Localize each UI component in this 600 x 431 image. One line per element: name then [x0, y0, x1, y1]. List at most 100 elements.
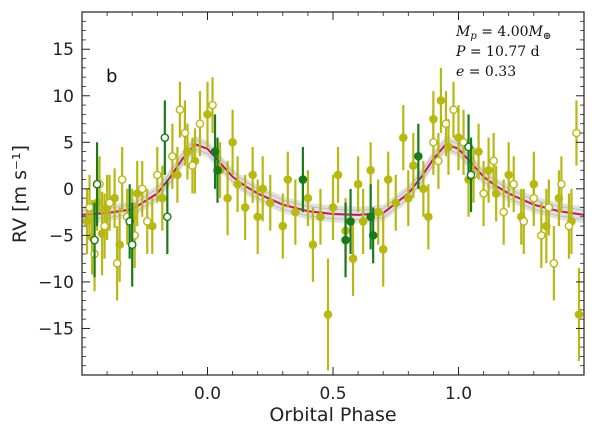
rv-datapoint — [414, 123, 423, 189]
rv-datapoint — [474, 123, 483, 180]
rv-datapoint — [188, 137, 197, 194]
y-tick-label: −15 — [38, 319, 74, 339]
point-marker — [173, 170, 182, 180]
rv-datapoint — [564, 193, 574, 259]
rv-datapoint — [142, 188, 152, 254]
point-marker — [383, 175, 393, 184]
point-marker — [160, 133, 170, 142]
point-marker — [358, 217, 368, 226]
annotation-block: Mp = 4.00M⊕ P = 10.77 d e = 0.33 — [455, 24, 551, 80]
point-marker — [223, 193, 232, 203]
point-marker — [132, 189, 142, 198]
rv-datapoint — [489, 133, 498, 189]
point-marker — [168, 151, 177, 161]
axis-ticks: 0.0 0.5 1.0 −15 −10 −5 0 5 10 15 — [38, 11, 585, 404]
rv-datapoint — [117, 146, 127, 213]
point-marker — [158, 193, 167, 203]
point-marker — [509, 179, 519, 189]
point-marker — [348, 254, 358, 263]
rv-datapoint — [100, 193, 109, 259]
point-marker — [564, 221, 574, 231]
rv-datapoint — [195, 91, 205, 157]
point-marker — [283, 175, 293, 184]
point-marker — [258, 184, 268, 194]
point-marker — [323, 310, 333, 319]
point-marker — [504, 170, 514, 180]
rv-datapoint — [160, 100, 170, 175]
point-marker — [213, 165, 222, 175]
point-marker — [117, 175, 127, 184]
point-marker — [519, 217, 529, 226]
y-tick-label: −10 — [38, 273, 74, 293]
x-tick-label: 0.5 — [319, 384, 346, 404]
rv-datapoint — [454, 105, 463, 171]
y-tick-label: 5 — [63, 133, 74, 153]
y-tick-label: 15 — [52, 40, 74, 60]
rv-datapoint — [333, 146, 343, 203]
rv-datapoint — [509, 156, 519, 213]
rv-datapoint — [436, 67, 446, 133]
point-marker — [127, 240, 137, 249]
x-tick-label: 0.0 — [194, 384, 221, 404]
point-marker — [175, 105, 185, 115]
rv-datapoint — [110, 168, 119, 228]
point-marker — [414, 151, 423, 161]
rv-datapoint — [449, 81, 458, 138]
point-marker — [188, 161, 197, 170]
rv-datapoint — [484, 137, 493, 203]
rv-datapoint — [383, 151, 393, 208]
point-marker — [248, 170, 257, 180]
point-marker — [346, 217, 355, 226]
point-marker — [92, 179, 102, 189]
rv-datapoint — [158, 165, 167, 231]
point-marker — [368, 231, 378, 240]
rv-datapoint — [323, 258, 333, 371]
point-marker — [474, 147, 483, 156]
point-marker — [436, 96, 446, 105]
point-marker — [459, 138, 468, 147]
point-marker — [265, 198, 275, 208]
rv-datapoint — [283, 151, 293, 208]
point-marker — [163, 212, 172, 222]
point-marker — [366, 165, 375, 175]
point-marker — [85, 203, 94, 212]
rv-datapoint — [253, 179, 263, 254]
rv-datapoint — [240, 174, 250, 241]
point-marker — [147, 221, 157, 231]
point-marker — [110, 193, 119, 203]
point-marker — [298, 175, 308, 184]
point-marker — [112, 259, 122, 268]
rv-datapoint — [441, 91, 451, 157]
rv-datapoint — [223, 160, 232, 236]
data-points — [82, 67, 584, 371]
rv-datapoint — [203, 81, 212, 147]
annotation-period: P = 10.77 d — [455, 44, 540, 60]
rv-datapoint — [348, 221, 358, 296]
rv-datapoint — [429, 109, 438, 175]
point-marker — [253, 212, 263, 222]
point-marker — [454, 133, 463, 142]
point-marker — [403, 193, 413, 203]
rv-datapoint — [168, 123, 177, 189]
rv-datapoint — [574, 267, 584, 362]
rv-datapoint — [353, 156, 363, 213]
point-marker — [449, 105, 458, 115]
point-marker — [90, 235, 99, 245]
rv-datapoint — [298, 146, 308, 213]
rv-datapoint — [291, 179, 300, 245]
point-marker — [434, 156, 443, 166]
point-marker — [378, 245, 388, 254]
rv-datapoint — [409, 133, 418, 199]
rv-datapoint — [572, 100, 581, 166]
point-marker — [429, 138, 438, 147]
point-marker — [152, 170, 162, 180]
point-marker — [308, 240, 318, 249]
rv-datapoint — [233, 156, 242, 213]
point-marker — [484, 165, 493, 175]
point-marker — [479, 189, 488, 198]
rv-datapoint — [92, 142, 102, 227]
rv-datapoint — [378, 212, 388, 287]
rv-datapoint — [459, 109, 468, 175]
point-marker — [195, 119, 205, 128]
